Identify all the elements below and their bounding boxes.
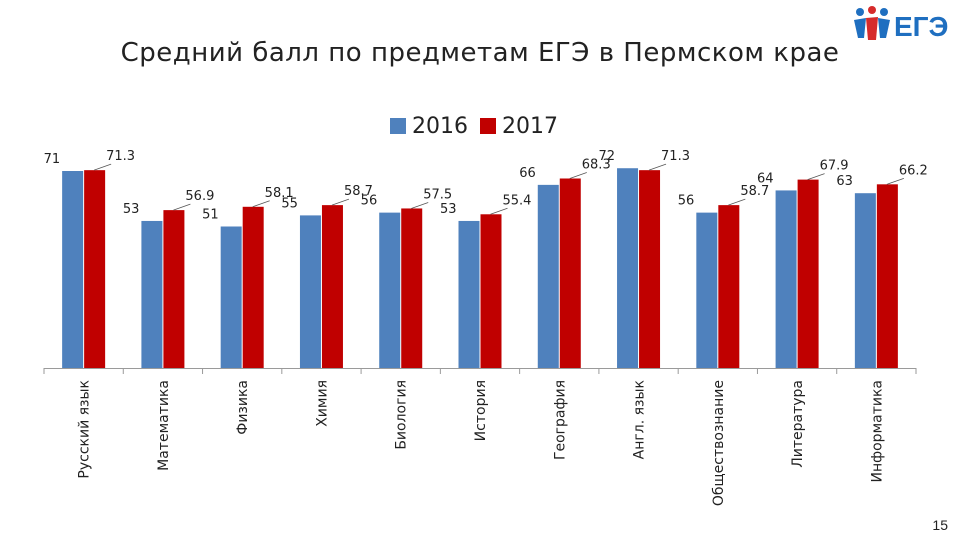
category-label-6: География	[552, 380, 568, 460]
category-label-10: Информатика	[869, 380, 885, 482]
ege-logo: ЕГЭ	[854, 6, 948, 42]
bar-2016-0	[62, 171, 84, 368]
legend-label-2017: 2017	[502, 113, 558, 139]
category-label-7: Англ. язык	[632, 380, 648, 459]
bar-2017-7	[639, 170, 661, 368]
bar-2017-9	[797, 179, 819, 368]
chart-title: Средний балл по предметам ЕГЭ в Пермском…	[120, 38, 840, 68]
data-label-2016-5: 53	[440, 202, 457, 217]
data-label-2016-1: 53	[123, 202, 140, 217]
leader-line-7	[648, 163, 667, 171]
data-label-2016-9: 64	[757, 171, 774, 186]
data-label-2017-10: 66.2	[899, 163, 928, 178]
bar-2017-8	[718, 205, 740, 368]
leader-line-9	[807, 173, 825, 180]
leader-line-0	[94, 163, 112, 171]
bar-2017-3	[321, 205, 343, 368]
category-label-2: Физика	[235, 380, 251, 435]
category-label-4: Биология	[394, 380, 410, 450]
data-label-2017-6: 68.3	[582, 157, 611, 172]
data-label-2016-4: 56	[361, 194, 378, 209]
legend-label-2016: 2016	[412, 113, 468, 139]
data-label-2016-8: 56	[678, 194, 695, 209]
logo-text: ЕГЭ	[894, 11, 948, 42]
category-label-8: Обществознание	[711, 380, 727, 506]
bar-2016-9	[775, 190, 797, 368]
category-label-5: История	[473, 380, 489, 441]
legend-item-2016: 2016	[390, 114, 468, 139]
leader-line-10	[886, 177, 904, 185]
bar-2017-4	[401, 208, 423, 368]
leader-line-4	[411, 202, 429, 209]
data-label-2017-4: 57.5	[423, 187, 452, 202]
leader-line-6	[569, 172, 587, 179]
leader-line-3	[331, 198, 350, 206]
bar-2016-8	[696, 212, 718, 368]
data-label-2016-6: 66	[519, 166, 536, 181]
data-label-2017-2: 58.1	[265, 186, 294, 201]
data-label-2016-7: 72	[598, 149, 615, 164]
legend-swatch-2016	[390, 118, 406, 134]
page-number: 15	[932, 517, 948, 533]
bar-2016-10	[854, 193, 876, 368]
data-label-2016-3: 55	[281, 196, 298, 211]
category-label-0: Русский язык	[77, 380, 93, 479]
bar-2017-1	[163, 210, 185, 368]
category-label-1: Математика	[156, 380, 172, 471]
logo-figures-icon	[854, 6, 890, 40]
data-label-2017-7: 71.3	[661, 149, 690, 164]
data-label-2016-0: 71	[44, 152, 61, 167]
leader-line-5	[490, 207, 508, 215]
bar-2016-6	[537, 184, 559, 368]
bar-2016-4	[379, 212, 401, 368]
bar-2016-5	[458, 220, 480, 368]
bar-2016-1	[141, 220, 163, 368]
data-label-2017-9: 67.9	[820, 159, 849, 174]
bar-2016-2	[220, 226, 242, 368]
data-label-2017-5: 55.4	[503, 193, 532, 208]
legend-item-2017: 2017	[480, 114, 558, 139]
category-label-3: Химия	[314, 380, 330, 427]
leader-line-2	[252, 200, 270, 208]
bar-2016-7	[617, 168, 639, 368]
legend-swatch-2017	[480, 118, 496, 134]
bar-2017-2	[242, 206, 264, 368]
bar-2017-10	[876, 184, 898, 368]
bar-2017-0	[84, 170, 106, 368]
data-label-2017-0: 71.3	[106, 149, 135, 164]
bar-2016-3	[299, 215, 321, 368]
leader-line-8	[728, 198, 746, 206]
data-label-2016-10: 63	[836, 174, 853, 189]
bar-2017-6	[559, 178, 581, 368]
bar-2017-5	[480, 214, 502, 368]
data-label-2017-1: 56.9	[185, 189, 214, 204]
data-label-2017-8: 58.7	[740, 184, 769, 199]
category-label-9: Литература	[790, 380, 806, 468]
leader-line-1	[173, 203, 191, 211]
data-label-2017-3: 58.7	[344, 184, 373, 199]
chart-legend: 2016 2017	[390, 113, 564, 139]
data-label-2016-2: 51	[202, 207, 219, 222]
